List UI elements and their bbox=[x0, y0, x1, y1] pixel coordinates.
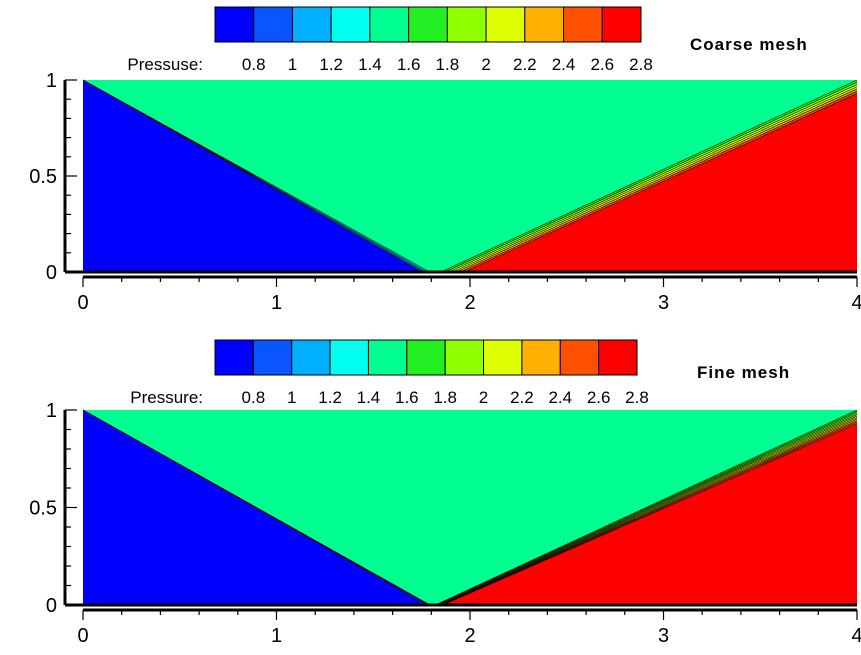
coarse-legend-swatch bbox=[330, 6, 371, 43]
fine-contour-line bbox=[441, 420, 858, 606]
fine-legend-swatch bbox=[367, 339, 408, 376]
fine-contour-line bbox=[441, 421, 858, 606]
coarse-band-high bbox=[459, 90, 857, 272]
fine-x-tick-label: 1 bbox=[271, 625, 282, 647]
coarse-legend-level: 2.6 bbox=[590, 55, 614, 74]
coarse-legend-level: 1.6 bbox=[397, 55, 421, 74]
coarse-panel: Pressuse: 0.8 1 1.2 1.4 1.6 1.8 2 2.2 2.4 2.6 2.8 Co… bbox=[29, 6, 861, 314]
coarse-legend-swatch bbox=[601, 6, 642, 43]
coarse-legend-level: 2.4 bbox=[552, 55, 576, 74]
coarse-legend-swatch bbox=[446, 6, 487, 43]
fine-x-tick-label: 2 bbox=[464, 625, 475, 647]
fine-band-high bbox=[439, 418, 857, 605]
fine-panel: Pressure: 0.8 1 1.2 1.4 1.6 1.8 2 2.2 2.4 2.6 2.8 Fi… bbox=[29, 339, 861, 647]
fine-legend-swatch bbox=[483, 339, 523, 376]
coarse-legend-swatch bbox=[369, 6, 410, 43]
coarse-legend-swatch bbox=[408, 6, 448, 43]
fine-legend-swatch bbox=[329, 339, 369, 376]
fine-contour-line bbox=[436, 412, 858, 606]
coarse-band-high bbox=[454, 88, 857, 273]
coarse-y-tick-label: 0 bbox=[46, 262, 57, 284]
fine-band-high bbox=[438, 415, 857, 605]
fine-legend-swatch bbox=[291, 339, 331, 376]
coarse-legend-level: 1.4 bbox=[358, 55, 382, 74]
coarse-contour-line bbox=[440, 79, 858, 273]
fine-contour-line bbox=[438, 415, 858, 606]
coarse-legend-level: 2 bbox=[481, 55, 490, 74]
fine-mesh-title: Fine mesh bbox=[697, 363, 790, 382]
fine-y-tick-label: 0 bbox=[46, 595, 57, 617]
coarse-x-tick-label: 3 bbox=[658, 292, 669, 314]
fine-legend-swatch bbox=[521, 339, 561, 376]
coarse-band-high bbox=[445, 82, 857, 272]
coarse-legend-level: 0.8 bbox=[242, 55, 266, 74]
fine-legend-level: 2 bbox=[479, 388, 488, 407]
fine-legend-level: 2.4 bbox=[548, 388, 572, 407]
fine-legend-level: 1.6 bbox=[395, 388, 419, 407]
fine-legend-level: 1.8 bbox=[433, 388, 457, 407]
coarse-contour-line bbox=[456, 88, 858, 273]
fine-legend-level: 2.2 bbox=[510, 388, 534, 407]
coarse-contour-line bbox=[82, 79, 430, 273]
fine-legend-level: 1 bbox=[287, 388, 296, 407]
fine-legend-level: 1.2 bbox=[318, 388, 342, 407]
coarse-x-tick-label: 1 bbox=[271, 292, 282, 314]
fine-contour-line bbox=[82, 409, 431, 606]
coarse-x-tick-label: 2 bbox=[464, 292, 475, 314]
coarse-x-tick-label: 0 bbox=[77, 292, 88, 314]
fine-legend-swatch bbox=[598, 339, 638, 376]
coarse-x-tick-label: 4 bbox=[851, 292, 861, 314]
coarse-legend-label: Pressuse: bbox=[127, 55, 203, 74]
fine-contour-line bbox=[435, 409, 858, 606]
fine-legend-level: 1.4 bbox=[357, 388, 381, 407]
fine-y-tick-label: 0.5 bbox=[29, 498, 57, 520]
fine-legend-swatch bbox=[214, 339, 254, 376]
coarse-contour-line bbox=[452, 86, 858, 273]
fine-x-tick-label: 0 bbox=[77, 625, 88, 647]
coarse-legend-swatch bbox=[485, 6, 526, 43]
fine-legend-swatch bbox=[559, 339, 600, 376]
coarse-contour-line bbox=[464, 93, 858, 273]
fine-legend-label: Pressure: bbox=[130, 388, 203, 407]
coarse-contour-line bbox=[460, 90, 858, 273]
coarse-legend-swatch bbox=[524, 6, 565, 43]
fine-contour-line bbox=[435, 411, 858, 606]
coarse-y-tick-label: 1 bbox=[46, 70, 57, 92]
fine-contour-line bbox=[437, 414, 858, 606]
coarse-mesh-title: Coarse mesh bbox=[690, 35, 808, 54]
fine-legend-swatch bbox=[252, 339, 293, 376]
fine-contour-line bbox=[442, 423, 858, 606]
fine-legend-level: 0.8 bbox=[242, 388, 266, 407]
fine-legend-level: 2.8 bbox=[625, 388, 649, 407]
fine-contour-line bbox=[440, 418, 858, 606]
fine-legend-level: 2.6 bbox=[587, 388, 611, 407]
coarse-y-tick-label: 0.5 bbox=[29, 166, 57, 188]
coarse-contour-line bbox=[444, 81, 858, 273]
fine-legend-swatch bbox=[406, 339, 446, 376]
coarse-legend-level: 1.2 bbox=[319, 55, 343, 74]
coarse-legend-level: 2.8 bbox=[629, 55, 653, 74]
coarse-legend-swatch bbox=[253, 6, 293, 43]
coarse-legend-level: 2.2 bbox=[513, 55, 537, 74]
fine-y-tick-label: 1 bbox=[46, 400, 57, 422]
coarse-legend-swatch bbox=[214, 6, 255, 43]
fine-contour-line bbox=[439, 417, 858, 606]
coarse-legend-swatch bbox=[291, 6, 332, 43]
coarse-legend-level: 1 bbox=[288, 55, 297, 74]
coarse-legend-level: 1.8 bbox=[436, 55, 460, 74]
coarse-legend-swatch bbox=[563, 6, 603, 43]
fine-x-tick-label: 4 bbox=[851, 625, 861, 647]
fine-x-tick-label: 3 bbox=[658, 625, 669, 647]
fine-legend-swatch bbox=[444, 339, 485, 376]
coarse-contour-line bbox=[448, 84, 858, 273]
